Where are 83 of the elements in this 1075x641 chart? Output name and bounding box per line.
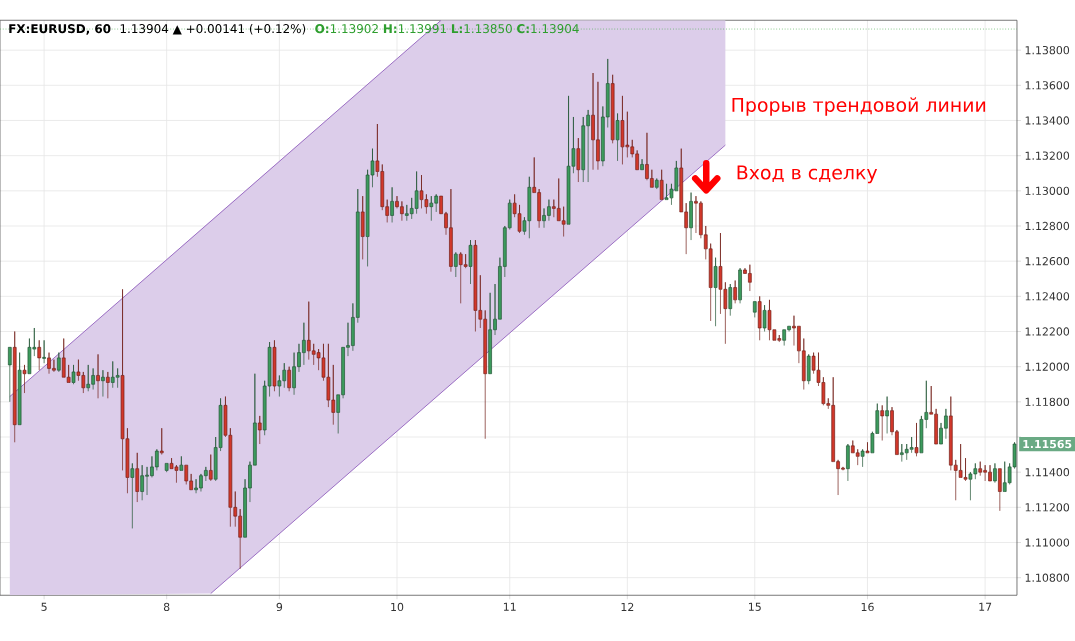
chart-subtitle: 1.13904 ▲ +0.00141 (+0.12%) [120, 23, 306, 35]
y-tick-label: 1.12600 [1025, 257, 1070, 266]
candlestick [860, 448, 865, 468]
annotation: O:1.13902 H:1.13991 L:1.13850 C:1.13904 [315, 24, 579, 34]
y-tick-label: 1.12400 [1025, 292, 1070, 301]
candlestick [885, 396, 889, 434]
candlestick [453, 252, 458, 278]
candlestick [106, 371, 110, 399]
x-tick-label: 15 [749, 602, 761, 611]
candlestick [287, 366, 291, 392]
candlestick [880, 405, 885, 441]
candlestick [429, 195, 434, 222]
candlestick [978, 461, 983, 477]
candlestick [130, 463, 135, 529]
candlestick [86, 364, 91, 392]
candlestick [22, 364, 27, 394]
candlestick [272, 339, 277, 392]
x-tick-label: 16 [861, 602, 874, 612]
candlestick [42, 339, 46, 364]
annotation: Вход в сделку [737, 165, 878, 184]
y-tick-label: 1.11200 [1025, 503, 1070, 512]
candlestick [360, 195, 365, 260]
text: 1.11565 [1023, 439, 1072, 449]
candlestick [179, 456, 184, 471]
candlestick [390, 186, 394, 223]
candlestick [17, 352, 22, 426]
y-tick-label: 1.13800 [1025, 46, 1070, 55]
candlestick [37, 339, 42, 371]
y-tick-label: 1.11400 [1025, 468, 1070, 477]
candlestick [7, 346, 12, 403]
y-tick-label: 1.13400 [1025, 116, 1070, 125]
candlestick [993, 463, 997, 484]
candlestick [257, 415, 262, 445]
candlestick [846, 443, 850, 482]
y-tick-label: 1.12200 [1025, 327, 1070, 336]
y-tick-label: 1.12000 [1025, 362, 1070, 371]
x-tick-label: 5 [41, 602, 47, 611]
candlestick [659, 169, 664, 200]
candlestick [101, 369, 105, 397]
candlestick [865, 441, 870, 454]
x-tick-label: 12 [621, 602, 634, 611]
x-tick-label: 9 [276, 602, 283, 612]
candlestick [164, 463, 169, 473]
annotation: Прорыв трендовой линии [732, 97, 986, 116]
x-tick-label: 11 [503, 602, 516, 611]
y-tick-label: 1.10800 [1025, 573, 1070, 582]
candlestick [468, 239, 473, 285]
candlestick [689, 192, 693, 241]
candlestick [654, 178, 659, 190]
chart-title: FX:EURUSD, 60 [9, 24, 111, 35]
y-tick-label: 1.11800 [1025, 397, 1070, 406]
x-tick-label: 8 [163, 602, 170, 612]
y-tick-label: 1.12800 [1025, 221, 1070, 231]
candlestick [96, 354, 100, 399]
candlestick [615, 113, 620, 162]
candlestick [713, 257, 718, 327]
candlestick [208, 454, 213, 482]
candlestick [473, 239, 478, 332]
candlestick [914, 422, 919, 457]
candlestick [159, 427, 164, 455]
y-tick-label: 1.13600 [1025, 81, 1070, 90]
candlestick [71, 364, 76, 385]
candlestick [57, 352, 61, 373]
candlestick [576, 137, 581, 183]
y-tick-label: 1.13200 [1025, 151, 1070, 160]
candlestick [135, 452, 140, 503]
candlestick [752, 301, 757, 318]
x-tick-label: 10 [391, 602, 404, 612]
candlestick [757, 295, 762, 341]
candlestick [12, 331, 17, 443]
candlestick [762, 304, 767, 332]
candlestick [610, 74, 615, 144]
candlestick [640, 158, 644, 171]
y-tick-label: 1.11000 [1025, 538, 1070, 547]
candlestick [733, 280, 737, 304]
candlestick [414, 171, 419, 215]
candlestick [806, 354, 811, 385]
candlestick [620, 95, 625, 165]
candlestick [738, 267, 742, 304]
candlestick [998, 468, 1002, 512]
candlestick [728, 283, 733, 317]
x-tick-label: 17 [979, 602, 992, 611]
y-tick-label: 1.13000 [1025, 186, 1070, 195]
